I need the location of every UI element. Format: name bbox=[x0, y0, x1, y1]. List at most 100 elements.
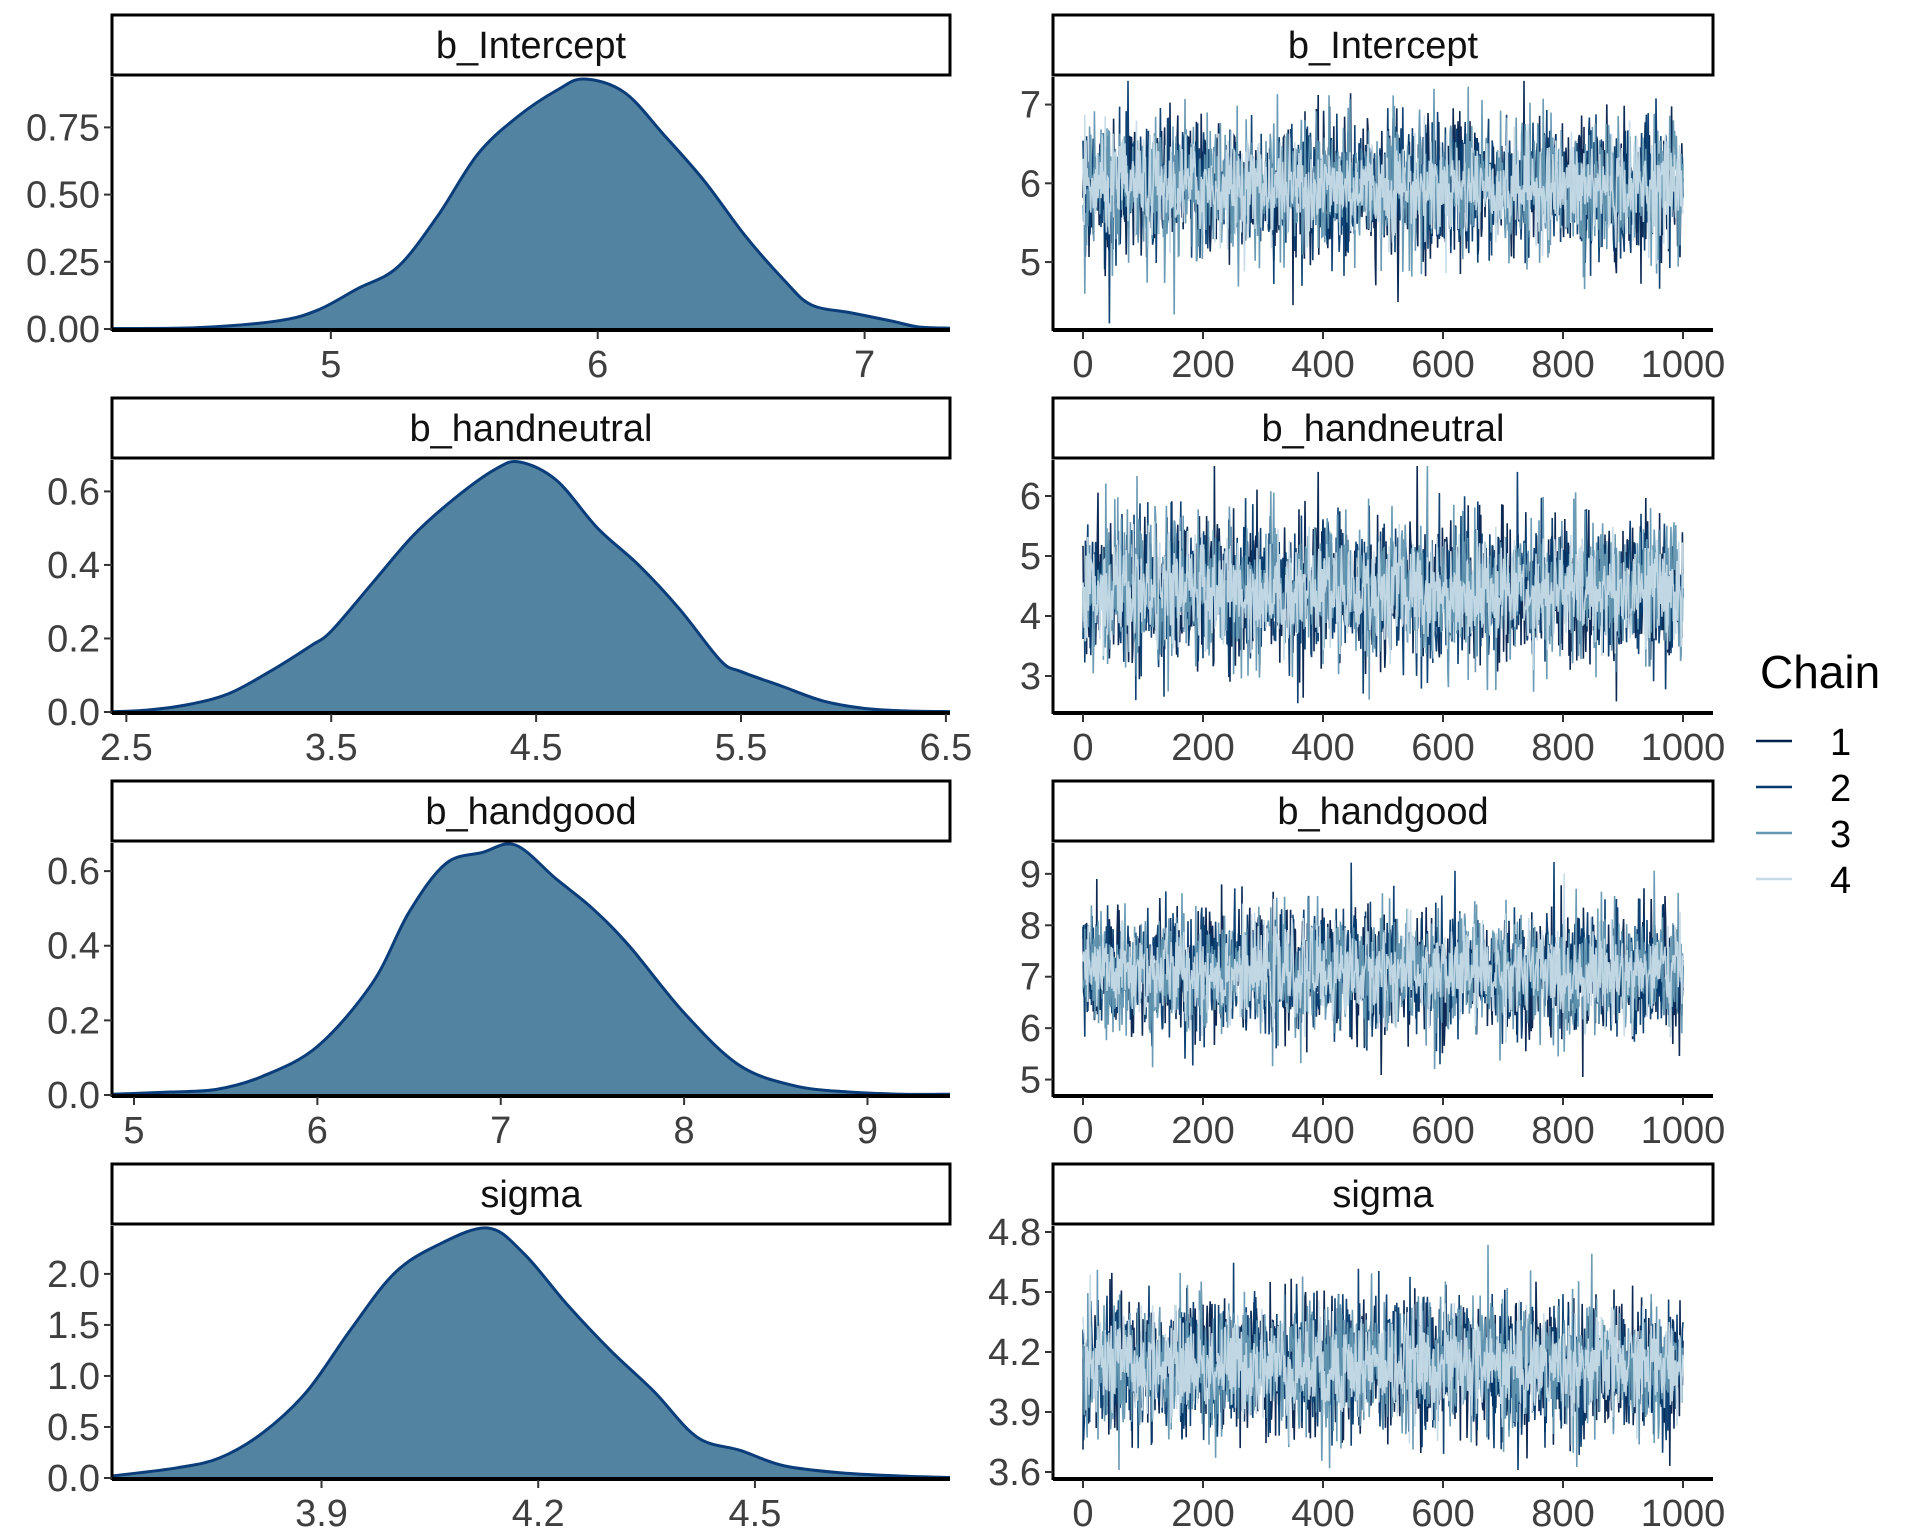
x-tick-label: 0 bbox=[1072, 344, 1093, 386]
y-tick-label: 0.4 bbox=[47, 926, 100, 968]
y-tick-label: 0.5 bbox=[47, 1407, 100, 1449]
density-area bbox=[112, 461, 950, 712]
y-tick-label: 7 bbox=[1020, 85, 1041, 127]
y-tick-label: 6 bbox=[1020, 476, 1041, 518]
x-tick-label: 4.2 bbox=[512, 1493, 565, 1535]
y-tick-label: 5 bbox=[1020, 536, 1041, 578]
x-tick-label: 0 bbox=[1072, 1493, 1093, 1535]
x-tick-label: 4.5 bbox=[510, 727, 563, 769]
y-tick-label: 0.50 bbox=[26, 175, 100, 217]
x-tick-label: 3.5 bbox=[305, 727, 358, 769]
y-tick-label: 4.8 bbox=[988, 1212, 1041, 1254]
y-tick-label: 3.9 bbox=[988, 1392, 1041, 1434]
x-tick-label: 800 bbox=[1531, 344, 1594, 386]
x-tick-label: 800 bbox=[1531, 727, 1594, 769]
trace-line-chain-3 bbox=[1082, 1244, 1684, 1471]
legend-label: 1 bbox=[1830, 722, 1851, 764]
strip-label: b_handneutral bbox=[410, 408, 653, 450]
density-curve bbox=[111, 460, 951, 714]
y-tick-label: 0.75 bbox=[26, 107, 100, 149]
x-tick-label: 1000 bbox=[1641, 344, 1726, 386]
y-tick-label: 0.6 bbox=[47, 851, 100, 893]
strip-label: b_Intercept bbox=[436, 25, 627, 67]
strip-box bbox=[110, 1162, 952, 1226]
y-tick-label: 8 bbox=[1020, 905, 1041, 947]
x-tick-label: 9 bbox=[857, 1110, 878, 1152]
panel-row-b_handgood: b_handgood 0.0 0.2 0.4 0.6 5 6 7 8 9 b_handgood 5 6 7… bbox=[47, 779, 1726, 1152]
x-tick-label: 6.5 bbox=[919, 727, 972, 769]
x-tick-label: 1000 bbox=[1641, 1110, 1726, 1152]
y-tick-label: 6 bbox=[1020, 1008, 1041, 1050]
y-tick-label: 0.0 bbox=[47, 1075, 100, 1117]
x-tick-label: 1000 bbox=[1641, 727, 1726, 769]
y-tick-label: 1.5 bbox=[47, 1305, 100, 1347]
y-tick-label: 0.2 bbox=[47, 618, 100, 660]
x-tick-label: 4.5 bbox=[729, 1493, 782, 1535]
y-tick-label: 5 bbox=[1020, 242, 1041, 284]
x-tick-label: 200 bbox=[1171, 1493, 1234, 1535]
strip-box bbox=[1051, 779, 1715, 843]
x-tick-label: 600 bbox=[1411, 344, 1474, 386]
density-area bbox=[112, 843, 950, 1095]
x-tick-label: 800 bbox=[1531, 1110, 1594, 1152]
trace-panel: b_handgood 5 6 7 8 9 0 200 400 600 800 1000 bbox=[1020, 779, 1726, 1152]
strip-label: sigma bbox=[480, 1174, 582, 1216]
x-tick-label: 400 bbox=[1291, 727, 1354, 769]
density-panel: b_Intercept 0.00 0.25 0.50 0.75 5 6 7 bbox=[26, 13, 952, 386]
x-tick-label: 200 bbox=[1171, 727, 1234, 769]
legend-label: 3 bbox=[1830, 814, 1851, 856]
x-tick-label: 600 bbox=[1411, 1110, 1474, 1152]
strip-box bbox=[1051, 396, 1715, 460]
x-tick-label: 0 bbox=[1072, 1110, 1093, 1152]
y-tick-label: 4.2 bbox=[988, 1332, 1041, 1374]
density-area bbox=[112, 78, 950, 329]
y-tick-label: 0.0 bbox=[47, 1458, 100, 1500]
panel-row-b_handneutral: b_handneutral 0.0 0.2 0.4 0.6 2.5 3.5 4.5 5.5 6.5… bbox=[47, 396, 1726, 769]
trace-line-chain-4 bbox=[1082, 1274, 1684, 1446]
y-tick-label: 0.0 bbox=[47, 692, 100, 734]
x-tick-label: 200 bbox=[1171, 344, 1234, 386]
trace-line-chain-4 bbox=[1082, 114, 1684, 274]
density-panel: b_handgood 0.0 0.2 0.4 0.6 5 6 7 8 9 bbox=[47, 779, 952, 1152]
x-tick-label: 400 bbox=[1291, 1493, 1354, 1535]
y-tick-label: 3.6 bbox=[988, 1452, 1041, 1494]
x-tick-label: 400 bbox=[1291, 344, 1354, 386]
y-tick-label: 0.25 bbox=[26, 242, 100, 284]
panel-row-sigma: sigma 0.0 0.5 1.0 1.5 2.0 3.9 4.2 4.5 sigma 3.6 3.9… bbox=[47, 1162, 1726, 1535]
y-tick-label: 9 bbox=[1020, 854, 1041, 896]
trace-line-chain-4 bbox=[1082, 873, 1684, 1043]
strip-label: b_Intercept bbox=[1288, 25, 1479, 67]
legend-label: 2 bbox=[1830, 768, 1851, 810]
strip-box bbox=[110, 396, 952, 460]
y-tick-label: 4.5 bbox=[988, 1272, 1041, 1314]
y-tick-label: 2.0 bbox=[47, 1254, 100, 1296]
strip-label: sigma bbox=[1332, 1174, 1434, 1216]
legend-label: 4 bbox=[1830, 860, 1851, 902]
trace-panel: b_Intercept 5 6 7 0 200 400 600 800 1000 bbox=[1020, 13, 1726, 386]
y-tick-label: 0.6 bbox=[47, 471, 100, 513]
density-curve bbox=[111, 1226, 951, 1479]
x-tick-label: 8 bbox=[674, 1110, 695, 1152]
trace-line-chain-4 bbox=[1082, 521, 1684, 671]
x-tick-label: 6 bbox=[587, 344, 608, 386]
y-tick-label: 3 bbox=[1020, 656, 1041, 698]
y-tick-label: 0.00 bbox=[26, 309, 100, 351]
x-tick-label: 1000 bbox=[1641, 1493, 1726, 1535]
x-tick-label: 5.5 bbox=[715, 727, 768, 769]
strip-label: b_handgood bbox=[425, 791, 636, 833]
density-panel: b_handneutral 0.0 0.2 0.4 0.6 2.5 3.5 4.5 5.5 6.5 bbox=[47, 396, 972, 769]
density-area bbox=[112, 1227, 950, 1478]
x-tick-label: 7 bbox=[854, 344, 875, 386]
strip-box bbox=[110, 779, 952, 843]
strip-label: b_handneutral bbox=[1262, 408, 1505, 450]
x-tick-label: 5 bbox=[123, 1110, 144, 1152]
legend-title: Chain bbox=[1760, 646, 1880, 698]
x-tick-label: 0 bbox=[1072, 727, 1093, 769]
strip-box bbox=[1051, 13, 1715, 77]
density-curve bbox=[111, 842, 951, 1096]
x-tick-label: 6 bbox=[307, 1110, 328, 1152]
x-tick-label: 800 bbox=[1531, 1493, 1594, 1535]
trace-panel: b_handneutral 3 4 5 6 0 200 400 600 800 1000 bbox=[1020, 396, 1726, 769]
